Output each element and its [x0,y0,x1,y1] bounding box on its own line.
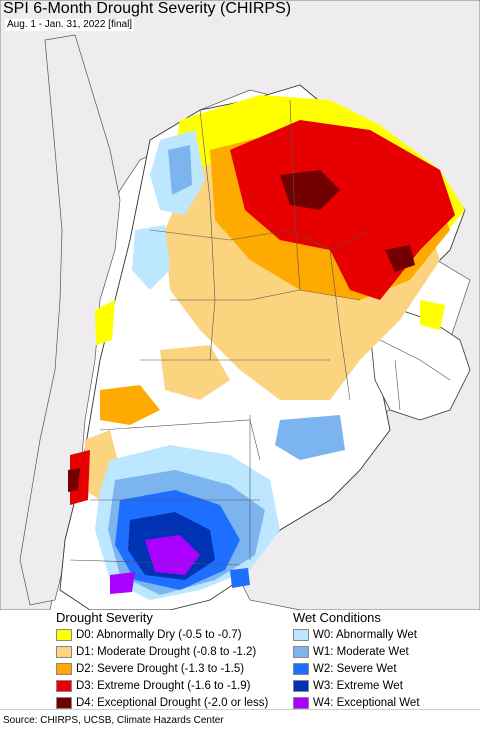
drought-map [0,0,480,610]
legend-item-w0: W0: Abnormally Wet [293,626,420,643]
drought-legend: D0: Abnormally Dry (-0.5 to -0.7) D1: Mo… [56,626,268,711]
legend-swatch-w4 [293,696,309,709]
wet-legend-title: Wet Conditions [293,610,381,625]
map-title: SPI 6-Month Drought Severity (CHIRPS) [3,0,292,17]
legend-swatch-d2 [56,662,72,675]
legend-label-w3: W3: Extreme Wet [313,679,403,692]
wet-patches [95,130,345,600]
legend-swatch-w2 [293,662,309,675]
legend-swatch-d3 [56,679,72,692]
legend-label-w0: W0: Abnormally Wet [313,628,417,641]
legend-label-w4: W4: Exceptional Wet [313,696,420,709]
legend-swatch-w3 [293,679,309,692]
legend-item-d2: D2: Severe Drought (-1.3 to -1.5) [56,660,268,677]
legend-label-w2: W2: Severe Wet [313,662,397,675]
province-boundaries [69,99,451,566]
legend-label-d2: D2: Severe Drought (-1.3 to -1.5) [76,662,245,675]
legend-swatch-d0 [56,628,72,641]
drought-patches [68,95,465,505]
legend-swatch-w0 [293,628,309,641]
drought-legend-title: Drought Severity [56,610,153,625]
legend-label-d3: D3: Extreme Drought (-1.6 to -1.9) [76,679,251,692]
legend-item-d4: D4: Exceptional Drought (-2.0 or less) [56,694,268,711]
legend-label-d4: D4: Exceptional Drought (-2.0 or less) [76,696,269,709]
legend-swatch-d4 [56,696,72,709]
map-subtitle: Aug. 1 - Jan. 31, 2022 [final] [5,19,135,31]
legend-item-w3: W3: Extreme Wet [293,677,420,694]
wet-legend: W0: Abnormally Wet W1: Moderate Wet W2: … [293,626,420,711]
legend-item-d3: D3: Extreme Drought (-1.6 to -1.9) [56,677,268,694]
eastern-region [369,309,471,421]
source-footer: Source: CHIRPS, UCSB, Climate Hazards Ce… [0,709,480,730]
legend-label-d1: D1: Moderate Drought (-0.8 to -1.2) [76,645,257,658]
legend-label-d0: D0: Abnormally Dry (-0.5 to -0.7) [76,628,242,641]
legend-item-w4: W4: Exceptional Wet [293,694,420,711]
legend-item-d1: D1: Moderate Drought (-0.8 to -1.2) [56,643,268,660]
legend-item-w1: W1: Moderate Wet [293,643,420,660]
legend-item-w2: W2: Severe Wet [293,660,420,677]
legend-item-d0: D0: Abnormally Dry (-0.5 to -0.7) [56,626,268,643]
legend-swatch-d1 [56,645,72,658]
legend-label-w1: W1: Moderate Wet [313,645,409,658]
legend-swatch-w1 [293,645,309,658]
